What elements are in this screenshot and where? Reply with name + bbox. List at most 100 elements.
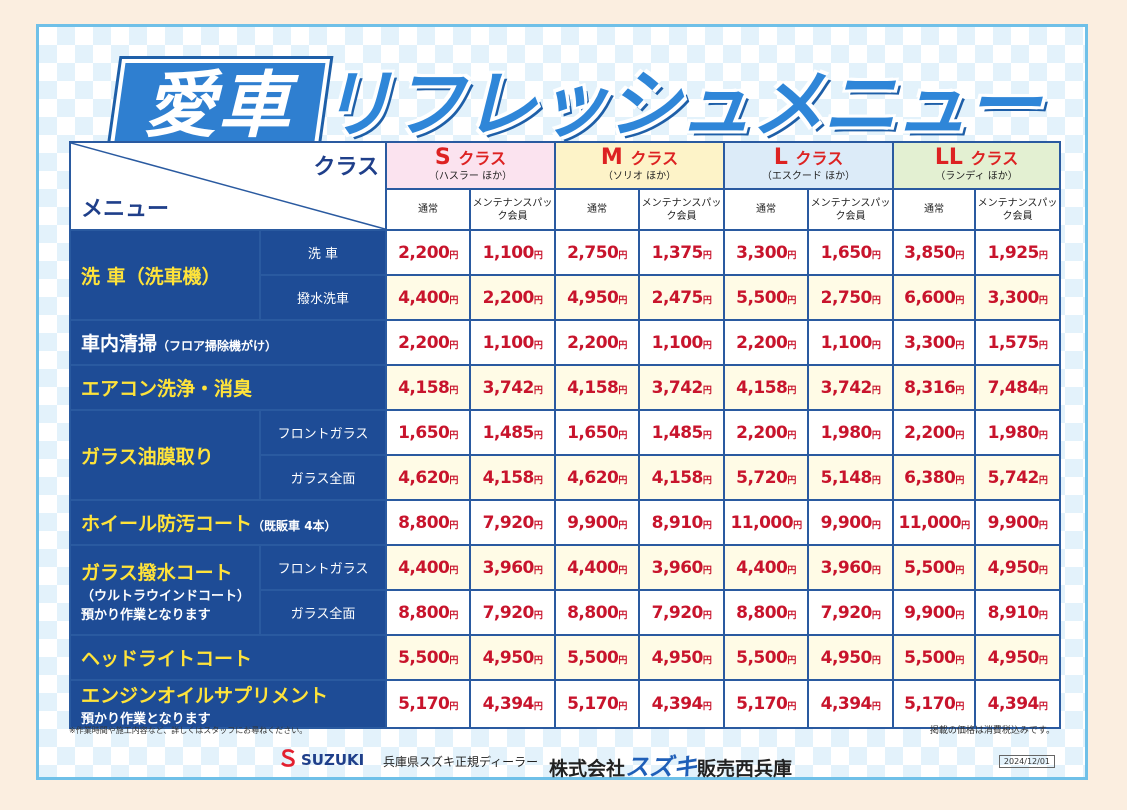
price-cell: 3,300円 xyxy=(723,229,810,276)
menu-poster: 愛車 リフレッシュメニュー クラス メニュー S クラス （ハスラー ほか） M … xyxy=(36,24,1088,781)
price-cell: 5,500円 xyxy=(723,634,810,681)
footer-note-right: 掲載の価格は消費税込みです。 xyxy=(929,726,1055,736)
price-cell: 5,148円 xyxy=(807,454,895,501)
price-cell: 8,316円 xyxy=(892,364,977,411)
price-cell: 4,158円 xyxy=(723,364,810,411)
price-cell: 5,170円 xyxy=(385,679,471,729)
table-row: 撥水洗車 4,400円 2,200円 4,950円 2,475円 5,500円 2,750円… xyxy=(70,274,1062,321)
subheader-normal: 通常 xyxy=(554,188,640,231)
class-m-header: M クラス （ソリオ ほか） xyxy=(553,140,726,191)
menu-name: 車内清掃（フロア掃除機がけ） xyxy=(69,319,387,366)
price-cell: 2,475円 xyxy=(637,274,726,321)
class-s-header: S クラス （ハスラー ほか） xyxy=(385,140,556,191)
price-cell: 2,200円 xyxy=(385,229,471,276)
price-cell: 4,400円 xyxy=(385,274,471,321)
price-cell: 1,650円 xyxy=(554,409,640,456)
menu-sub-item: 洗 車 xyxy=(259,229,387,276)
price-cell: 9,900円 xyxy=(554,499,640,546)
price-cell: 2,200円 xyxy=(385,319,471,366)
price-cell: 3,960円 xyxy=(807,544,895,591)
price-cell: 2,200円 xyxy=(469,274,556,321)
subheader-member: メンテナンスパック会員 xyxy=(637,188,726,231)
price-cell: 4,394円 xyxy=(974,679,1062,729)
table-row: ホイール防汚コート（既販車 4本） 8,800円 7,920円 9,900円 8,910… xyxy=(69,499,1062,546)
class-l-header: L クラス （エスクード ほか） xyxy=(723,140,895,191)
price-cell: 4,400円 xyxy=(554,544,640,591)
menu-sub-item: 撥水洗車 xyxy=(259,274,387,321)
subheader-normal: 通常 xyxy=(723,188,810,231)
issue-date: 2024/12/01 xyxy=(998,755,1055,768)
price-cell: 3,960円 xyxy=(637,544,726,591)
footer-note-left: ※作業時間や施工内容など、詳しくはスタッフにお尋ねください。 xyxy=(69,726,308,735)
price-cell: 3,300円 xyxy=(974,274,1062,321)
header-menu-label: メニュー xyxy=(81,197,170,222)
price-cell: 1,100円 xyxy=(469,229,556,276)
price-cell: 2,200円 xyxy=(554,319,640,366)
price-cell: 4,620円 xyxy=(385,454,471,501)
price-cell: 4,158円 xyxy=(637,454,726,501)
price-cell: 4,158円 xyxy=(385,364,471,411)
price-cell: 1,650円 xyxy=(385,409,471,456)
price-cell: 5,500円 xyxy=(554,634,640,681)
price-cell: 4,394円 xyxy=(637,679,726,729)
price-cell: 1,485円 xyxy=(469,409,556,456)
menu-name: 洗 車（洗車機） xyxy=(69,229,261,321)
price-cell: 2,750円 xyxy=(807,274,895,321)
price-cell: 3,742円 xyxy=(807,364,895,411)
price-cell: 9,900円 xyxy=(974,499,1062,546)
price-cell: 4,158円 xyxy=(469,454,556,501)
table-row: ガラス全面 4,620円 4,158円 4,620円 4,158円 5,720円 5,148… xyxy=(70,454,1062,501)
price-cell: 9,900円 xyxy=(892,589,977,636)
menu-name: エアコン洗浄・消臭 xyxy=(69,364,387,411)
price-cell: 4,394円 xyxy=(469,679,556,729)
price-table: クラス メニュー S クラス （ハスラー ほか） M クラス （ソリオ ほか） L … xyxy=(69,140,1062,729)
menu-name: ホイール防汚コート（既販車 4本） xyxy=(69,499,387,546)
dealer-label: 兵庫県スズキ正規ディーラー xyxy=(383,755,539,769)
price-cell: 3,850円 xyxy=(892,229,977,276)
price-cell: 8,800円 xyxy=(723,589,810,636)
price-cell: 3,742円 xyxy=(637,364,726,411)
price-cell: 1,100円 xyxy=(807,319,895,366)
price-cell: 4,158円 xyxy=(554,364,640,411)
price-cell: 1,100円 xyxy=(637,319,726,366)
price-cell: 2,200円 xyxy=(723,319,810,366)
subheader-member: メンテナンスパック会員 xyxy=(807,188,895,231)
price-cell: 3,742円 xyxy=(469,364,556,411)
class-ll-header: LL クラス （ランディ ほか） xyxy=(892,140,1062,191)
menu-sub-item: ガラス全面 xyxy=(259,454,387,501)
subheader-normal: 通常 xyxy=(385,188,471,231)
price-cell: 5,500円 xyxy=(723,274,810,321)
price-cell: 1,575円 xyxy=(974,319,1062,366)
header-corner: クラス メニュー xyxy=(69,141,387,231)
price-cell: 7,920円 xyxy=(469,589,556,636)
price-cell: 4,400円 xyxy=(723,544,810,591)
price-cell: 1,650円 xyxy=(807,229,895,276)
menu-sub-item: ガラス全面 xyxy=(259,589,387,636)
price-cell: 5,500円 xyxy=(892,544,977,591)
price-cell: 1,100円 xyxy=(469,319,556,366)
company-name: 株式会社スズキ販売西兵庫 xyxy=(549,753,793,781)
table-row: ガラス撥水コート （ウルトラウインドコート）預かり作業となります フロントガラス 4,… xyxy=(69,544,1062,636)
price-cell: 11,000円 xyxy=(892,499,977,546)
price-cell: 6,380円 xyxy=(892,454,977,501)
price-cell: 4,620円 xyxy=(554,454,640,501)
menu-sub-item: フロントガラス xyxy=(259,409,387,456)
price-cell: 7,920円 xyxy=(807,589,895,636)
price-cell: 4,950円 xyxy=(974,634,1062,681)
price-cell: 8,800円 xyxy=(385,499,471,546)
price-cell: 11,000円 xyxy=(723,499,810,546)
price-cell: 6,600円 xyxy=(892,274,977,321)
price-cell: 8,800円 xyxy=(554,589,640,636)
menu-sub-item: フロントガラス xyxy=(259,544,387,591)
price-cell: 5,500円 xyxy=(385,634,471,681)
price-cell: 5,742円 xyxy=(974,454,1062,501)
table-row: エンジンオイルサプリメント 預かり作業となります 5,170円 4,394円 5,170… xyxy=(69,679,1062,729)
price-cell: 5,170円 xyxy=(892,679,977,729)
title-rest: リフレッシュメニュー xyxy=(319,62,1041,148)
price-cell: 2,200円 xyxy=(723,409,810,456)
price-cell: 4,950円 xyxy=(469,634,556,681)
menu-name: エンジンオイルサプリメント 預かり作業となります xyxy=(69,679,387,729)
price-cell: 3,300円 xyxy=(892,319,977,366)
price-cell: 3,960円 xyxy=(469,544,556,591)
price-cell: 1,980円 xyxy=(974,409,1062,456)
